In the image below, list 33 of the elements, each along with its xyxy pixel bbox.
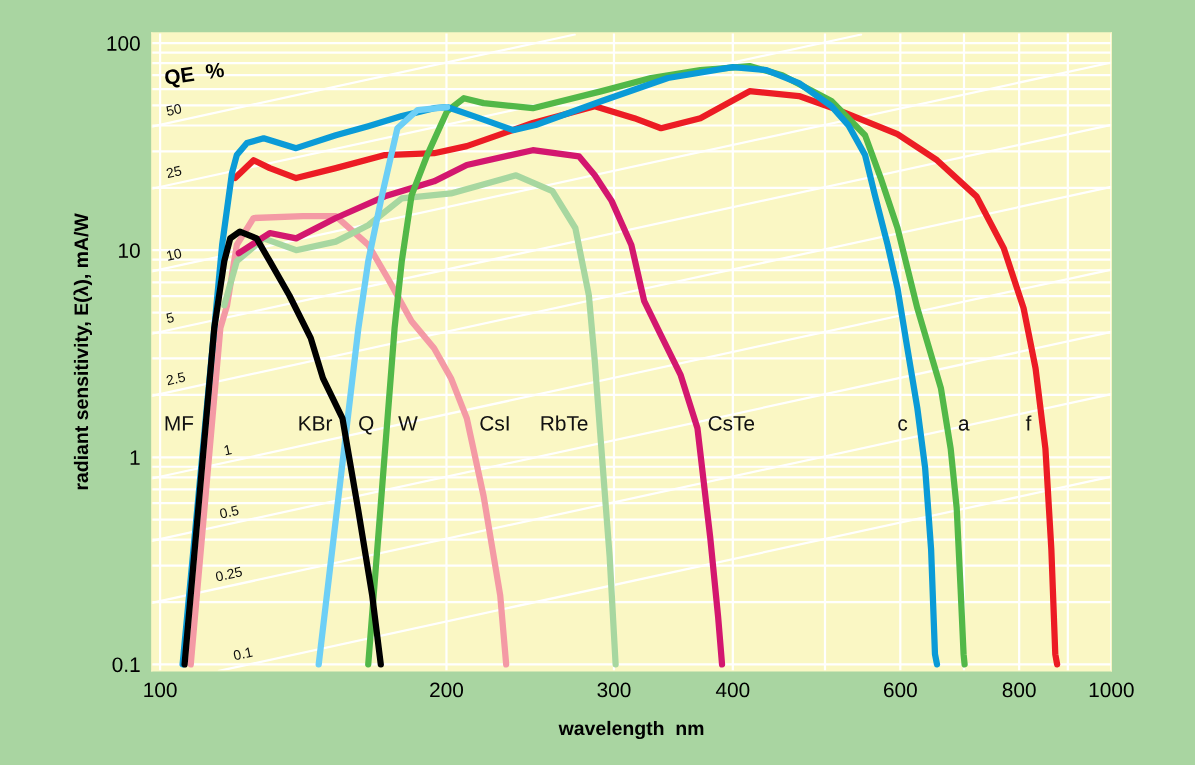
text: 25: [165, 165, 182, 179]
y-tick-label: 0.1: [112, 657, 140, 673]
annotation: MF: [165, 416, 194, 431]
y-tick-label: 1: [130, 450, 140, 465]
annotation: CsTe: [708, 415, 755, 431]
text: 0.5: [219, 505, 240, 519]
annotation: KBr: [299, 416, 333, 431]
x-tick-label: 100: [144, 682, 177, 698]
x-tick-label: 200: [430, 682, 464, 698]
text: 50: [165, 103, 182, 117]
text: 10: [166, 248, 182, 261]
annotation: Q: [359, 415, 374, 435]
text: 5: [165, 312, 175, 324]
y-tick-label: 10: [119, 243, 140, 258]
x-tick-label: 400: [715, 682, 750, 698]
annotation: W: [398, 416, 418, 431]
annotation: CsI: [480, 415, 509, 431]
x-tick-label: 600: [884, 682, 917, 698]
text: 0.1: [232, 646, 253, 661]
y-tick-label: 100: [107, 36, 140, 51]
annotation: c: [898, 419, 908, 431]
x-tick-label: 800: [1002, 682, 1036, 698]
annotation: RbTe: [541, 415, 588, 431]
x-tick-label: 1000: [1089, 682, 1134, 698]
annotation: QE %: [164, 62, 226, 89]
text: 1: [223, 444, 232, 456]
annotation: f: [1025, 415, 1032, 431]
y-axis-title: radiant sensitivity, E(λ), mA/W: [73, 213, 93, 490]
text: 2.5: [165, 371, 186, 386]
annotation: a: [958, 419, 970, 431]
x-axis-title: wavelength nm: [558, 720, 704, 740]
x-tick-label: 300: [597, 682, 631, 698]
text: 0.25: [215, 566, 243, 582]
